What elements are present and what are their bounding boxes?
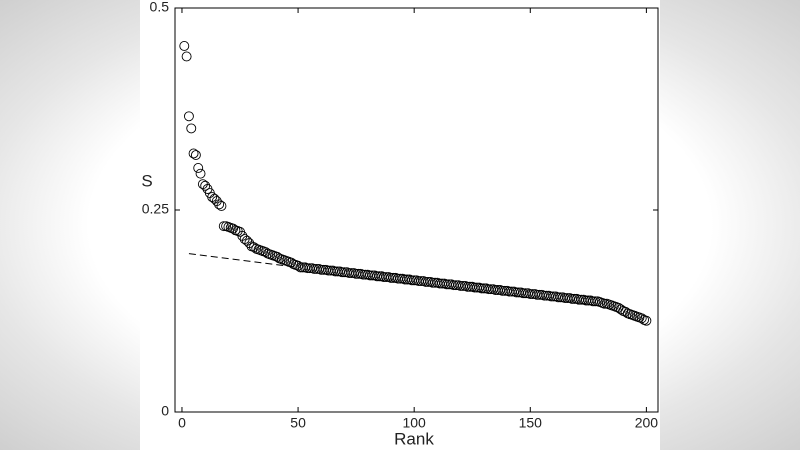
data-point xyxy=(620,306,631,317)
y-axis-label: S xyxy=(141,171,152,190)
data-point xyxy=(228,223,239,234)
x-tick-label: 0 xyxy=(178,415,186,431)
x-tick-label: 100 xyxy=(402,415,426,431)
data-point xyxy=(190,150,201,161)
data-point xyxy=(186,123,197,134)
data-point xyxy=(599,298,610,309)
data-point xyxy=(193,163,204,173)
x-tick-label: 50 xyxy=(290,415,306,431)
y-tick-label: 0.25 xyxy=(142,201,169,217)
data-point xyxy=(249,242,259,253)
data-point xyxy=(272,251,283,262)
x-tick-label: 150 xyxy=(519,415,543,431)
data-point xyxy=(286,257,297,268)
data-point xyxy=(636,313,647,324)
data-point xyxy=(195,168,206,179)
y-tick-label: 0.5 xyxy=(150,0,170,15)
y-tick-label: 0 xyxy=(161,403,169,419)
data-point xyxy=(214,199,225,210)
data-point xyxy=(216,201,227,211)
figure-background xyxy=(140,0,660,450)
data-point xyxy=(181,51,192,62)
data-point xyxy=(588,296,598,307)
data-point xyxy=(179,41,190,51)
x-tick-label: 200 xyxy=(635,415,659,431)
data-point xyxy=(260,247,271,257)
data-point xyxy=(641,315,652,326)
data-point xyxy=(200,180,211,191)
data-point xyxy=(188,148,199,159)
data-point xyxy=(293,260,304,271)
data-point xyxy=(590,296,601,307)
data-point xyxy=(218,221,229,232)
data-point xyxy=(183,111,194,122)
x-axis-label: Rank xyxy=(394,429,434,448)
fit-line xyxy=(188,253,299,268)
